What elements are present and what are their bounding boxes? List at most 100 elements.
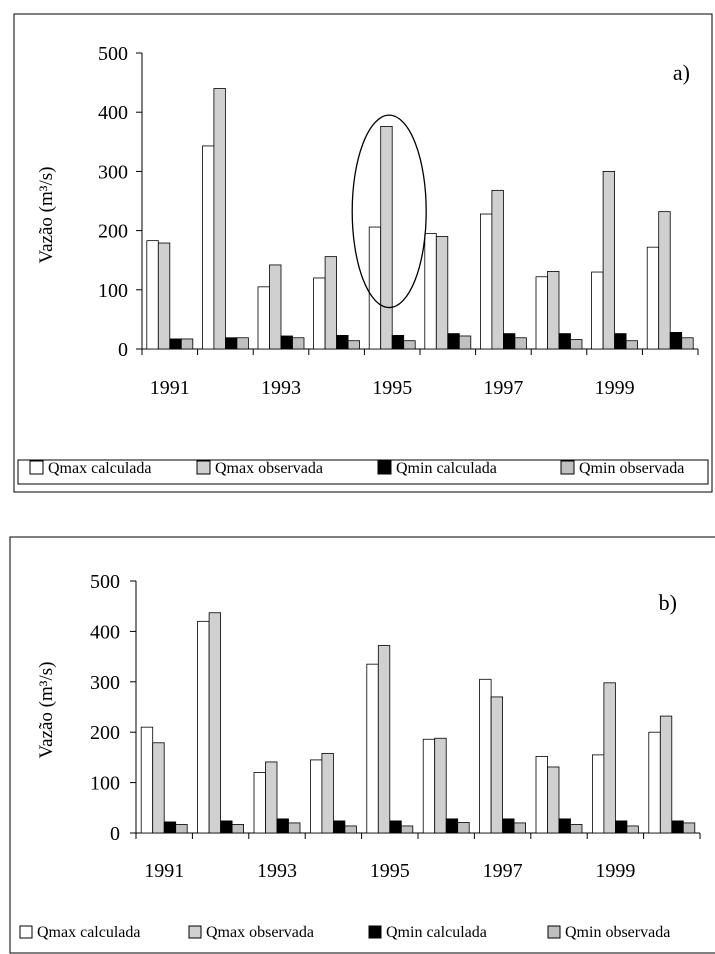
bar-qmin-observada — [513, 822, 526, 834]
bar-qmax-observada — [157, 242, 171, 350]
legend-swatch-qmin-observada — [547, 925, 561, 939]
bar-qmax-calculada — [253, 772, 266, 834]
bar-qmin-calculada — [169, 338, 182, 350]
bar-qmax-observada — [658, 211, 671, 350]
bar-qmax-observada — [269, 264, 282, 350]
chart-panel-a: a) Vazão (m³/s) Qmax calculada Qmax obser… — [13, 13, 713, 493]
legend-swatch-qmax-observada — [188, 925, 202, 939]
bar-qmax-observada — [603, 682, 616, 834]
bar-qmax-calculada — [422, 738, 436, 834]
bar-qmin-calculada — [502, 818, 515, 834]
bar-qmin-observada — [403, 340, 416, 350]
y-tick-label: 300 — [98, 161, 128, 183]
bar-qmax-calculada — [479, 213, 493, 350]
y-tick-label: 500 — [90, 571, 120, 593]
legend-label: Qmin calculada — [396, 460, 497, 477]
bar-qmin-calculada — [445, 818, 459, 834]
legend-swatch-qmin-calculada — [368, 925, 382, 939]
bar-qmin-observada — [458, 335, 472, 350]
legend: Qmax calculada Qmax observada Qmin calcula… — [19, 924, 670, 941]
bar-qmax-calculada — [424, 233, 437, 350]
legend-label: Qmax calculada — [48, 460, 152, 477]
bar-qmin-observada — [344, 825, 357, 834]
legend-label: Qmin calculada — [386, 924, 487, 941]
x-tick-label: 1993 — [257, 860, 297, 882]
bar-qmax-calculada — [592, 754, 605, 834]
bar-qmin-calculada — [220, 820, 233, 834]
bar-qmin-observada — [347, 340, 361, 350]
y-tick-label: 0 — [118, 339, 128, 361]
y-tick-label: 200 — [98, 221, 128, 243]
legend-label: Qmax calculada — [37, 924, 141, 941]
legend-label: Qmax observada — [206, 924, 314, 941]
bar-qmin-calculada — [669, 332, 683, 350]
y-tick-label: 200 — [90, 722, 120, 744]
bar-qmin-observada — [231, 824, 245, 834]
panel-label: a) — [673, 60, 690, 85]
bar-qmax-observada — [265, 761, 278, 834]
bar-qmin-calculada — [224, 337, 238, 350]
bar-qmin-observada — [682, 822, 696, 834]
bar-qmax-observada — [490, 696, 504, 834]
bar-qmax-calculada — [197, 620, 210, 834]
bar-qmax-calculada — [140, 726, 154, 834]
bar-qmin-observada — [570, 824, 583, 834]
bar-qmin-calculada — [614, 333, 627, 350]
y-tick-label: 100 — [98, 280, 128, 302]
bar-qmin-calculada — [615, 820, 628, 834]
bar-qmax-calculada — [591, 271, 604, 350]
legend-swatch-qmin-calculada — [377, 460, 392, 475]
chart-frame — [13, 13, 713, 493]
bar-qmax-observada — [547, 766, 560, 834]
x-tick-label: 1995 — [372, 377, 412, 399]
bar-qmin-calculada — [447, 333, 460, 350]
bar-qmax-calculada — [535, 276, 548, 350]
bar-qmin-observada — [288, 822, 301, 834]
bar-qmax-calculada — [313, 277, 326, 350]
x-tick-label: 1993 — [261, 377, 301, 399]
legend-swatch-qmax-observada — [196, 460, 211, 475]
bar-qmin-observada — [457, 822, 470, 834]
panel-label: b) — [659, 590, 677, 615]
bar-qmin-calculada — [276, 818, 289, 834]
bar-qmin-observada — [514, 337, 527, 350]
bar-qmax-observada — [380, 126, 393, 350]
bar-qmax-calculada — [535, 755, 548, 834]
chart-frame — [9, 536, 715, 954]
legend-swatch-qmax-calculada — [19, 925, 33, 939]
bar-qmax-observada — [602, 170, 615, 350]
y-tick-label: 500 — [98, 43, 128, 65]
bar-qmax-observada — [208, 612, 222, 834]
bar-qmax-calculada — [366, 663, 379, 834]
bar-qmin-calculada — [558, 818, 571, 834]
legend-swatch-qmax-calculada — [29, 460, 44, 475]
bar-qmin-observada — [570, 339, 583, 350]
bar-qmin-observada — [180, 338, 194, 350]
bar-qmax-calculada — [648, 731, 661, 834]
legend-box — [17, 459, 709, 485]
bar-qmax-calculada — [146, 240, 159, 350]
x-tick-label: 1995 — [370, 860, 410, 882]
bar-qmax-calculada — [257, 286, 270, 350]
bar-qmin-calculada — [336, 334, 349, 350]
y-tick-label: 100 — [90, 773, 120, 795]
bar-qmin-calculada — [558, 333, 571, 350]
x-tick-label: 1991 — [150, 377, 190, 399]
bar-qmax-observada — [321, 752, 334, 834]
bar-qmax-observada — [547, 271, 560, 350]
bar-qmin-calculada — [163, 821, 177, 834]
y-tick-label: 400 — [90, 621, 120, 643]
bar-qmax-observada — [213, 88, 226, 350]
bar-qmin-observada — [625, 340, 638, 350]
bar-qmax-observada — [324, 256, 338, 350]
bar-qmin-observada — [400, 825, 414, 834]
bar-qmax-calculada — [368, 226, 382, 350]
bar-qmin-calculada — [280, 335, 293, 350]
bar-qmin-observada — [292, 337, 305, 350]
legend-label: Qmin observada — [579, 460, 684, 477]
legend-label: Qmax observada — [215, 460, 323, 477]
legend-swatch-qmin-observada — [560, 460, 575, 475]
bar-qmin-calculada — [671, 820, 684, 834]
y-axis-label: Vazão (m³/s) — [36, 167, 57, 264]
